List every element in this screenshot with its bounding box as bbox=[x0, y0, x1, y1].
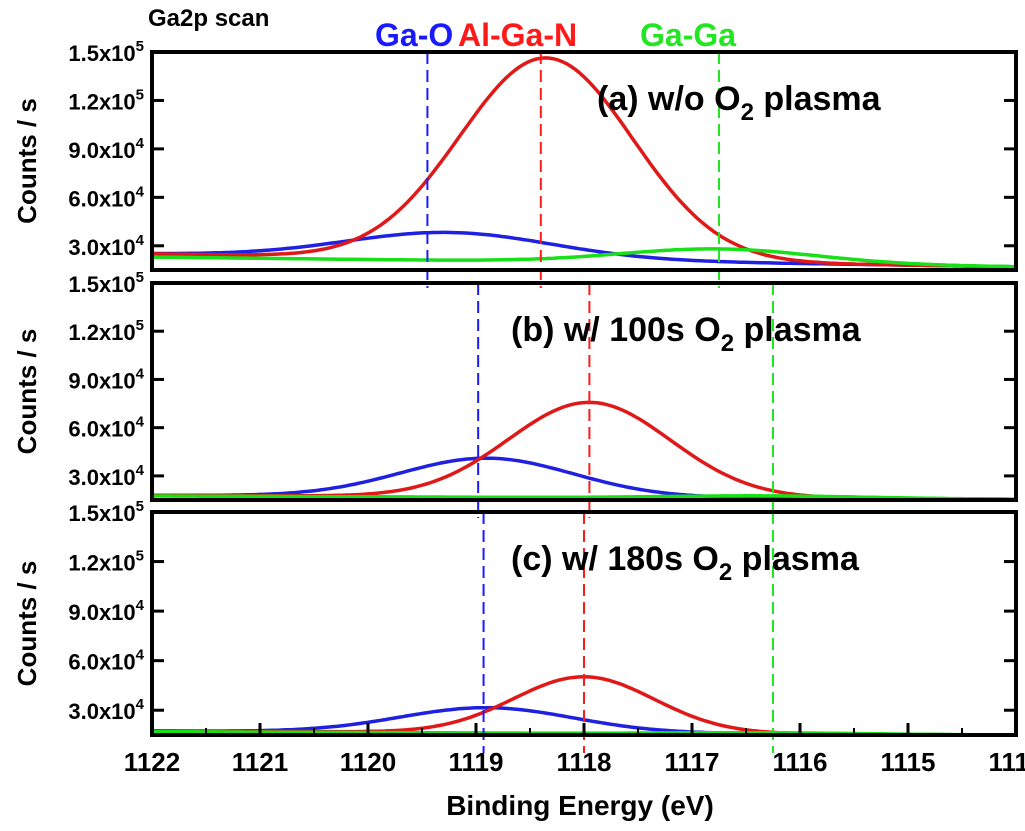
panel-0-ytick-label-1: 6.0x104 bbox=[68, 183, 144, 211]
panel-1-series-2-line bbox=[152, 494, 1016, 500]
panel-1-ytick-label-0: 3.0x104 bbox=[68, 462, 144, 490]
xtick-label-5: 1117 bbox=[665, 747, 720, 777]
xtick-label-2: 1120 bbox=[340, 747, 396, 777]
xtick-label-0: 1122 bbox=[124, 747, 180, 777]
panel-1-frame bbox=[150, 281, 1018, 502]
panel-0-condition-label: (a) w/o O2 plasma bbox=[597, 80, 882, 126]
xtick-label-6: 1116 bbox=[773, 747, 828, 777]
panel-0-ytick-label-2: 9.0x104 bbox=[68, 135, 144, 163]
xtick-label-8: 1114 bbox=[989, 747, 1025, 777]
panel-2-ytick-label-0: 3.0x104 bbox=[68, 696, 144, 724]
peak-label-ga-ga: Ga-Ga bbox=[640, 17, 736, 53]
xtick-label-3: 1119 bbox=[449, 747, 504, 777]
panel-2-y-axis-label: Counts / s bbox=[12, 561, 42, 687]
panel-0-ytick-label-4: 1.5x105 bbox=[68, 38, 144, 66]
panel-2-ytick-label-3: 1.2x105 bbox=[68, 548, 144, 576]
panel-2-condition-label: (c) w/ 180s O2 plasma bbox=[511, 540, 860, 586]
panel-1-series-0-line bbox=[152, 456, 1016, 500]
panel-1: 3.0x104 6.0x104 9.0x104 1.2x105 1.5x105 Count… bbox=[12, 269, 1018, 518]
panel-0-series-2-line bbox=[152, 247, 1016, 269]
panel-0: 3.0x104 6.0x104 9.0x104 1.2x105 1.5x105 Count… bbox=[12, 38, 1018, 288]
panel-2-ytick-label-1: 6.0x104 bbox=[68, 647, 144, 675]
panel-0-y-axis-label: Counts / s bbox=[12, 98, 42, 224]
panel-0-ytick-label-0: 3.0x104 bbox=[68, 232, 144, 260]
panel-2: 3.0x104 6.0x104 9.0x104 1.2x105 1.5x105 Count… bbox=[12, 498, 1018, 753]
panel-0-ytick-label-3: 1.2x105 bbox=[68, 86, 144, 114]
panel-1-ytick-label-1: 6.0x104 bbox=[68, 414, 144, 442]
panel-2-ytick-label-4: 1.5x105 bbox=[68, 498, 144, 526]
panel-0-frame bbox=[150, 50, 1018, 272]
panel-0-series-1-line bbox=[152, 56, 1016, 269]
panel-1-ytick-label-4: 1.5x105 bbox=[68, 269, 144, 297]
panel-1-condition-label: (b) w/ 100s O2 plasma bbox=[511, 311, 862, 357]
xtick-label-7: 1115 bbox=[881, 747, 936, 777]
panel-1-y-axis-label: Counts / s bbox=[12, 329, 42, 455]
panel-2-ytick-label-2: 9.0x104 bbox=[68, 597, 144, 625]
panel-1-series-1-line bbox=[152, 400, 1016, 500]
panel-1-ytick-label-2: 9.0x104 bbox=[68, 365, 144, 393]
x-axis-label: Binding Energy (eV) bbox=[446, 790, 714, 821]
x-axis: 1122 1121 1120 1119 1118 1117 1116 1115 1114 bbox=[124, 723, 1025, 777]
xtick-label-1: 1121 bbox=[232, 747, 288, 777]
xtick-label-4: 1118 bbox=[557, 747, 612, 777]
peak-label-al-ga-n: Al-Ga-N bbox=[458, 17, 577, 53]
panels-group: 3.0x104 6.0x104 9.0x104 1.2x105 1.5x105 Count… bbox=[12, 38, 1018, 753]
panel-1-ytick-label-3: 1.2x105 bbox=[68, 317, 144, 345]
chart-title: Ga2p scan bbox=[148, 5, 269, 32]
peak-label-ga-o: Ga-O bbox=[375, 17, 453, 53]
